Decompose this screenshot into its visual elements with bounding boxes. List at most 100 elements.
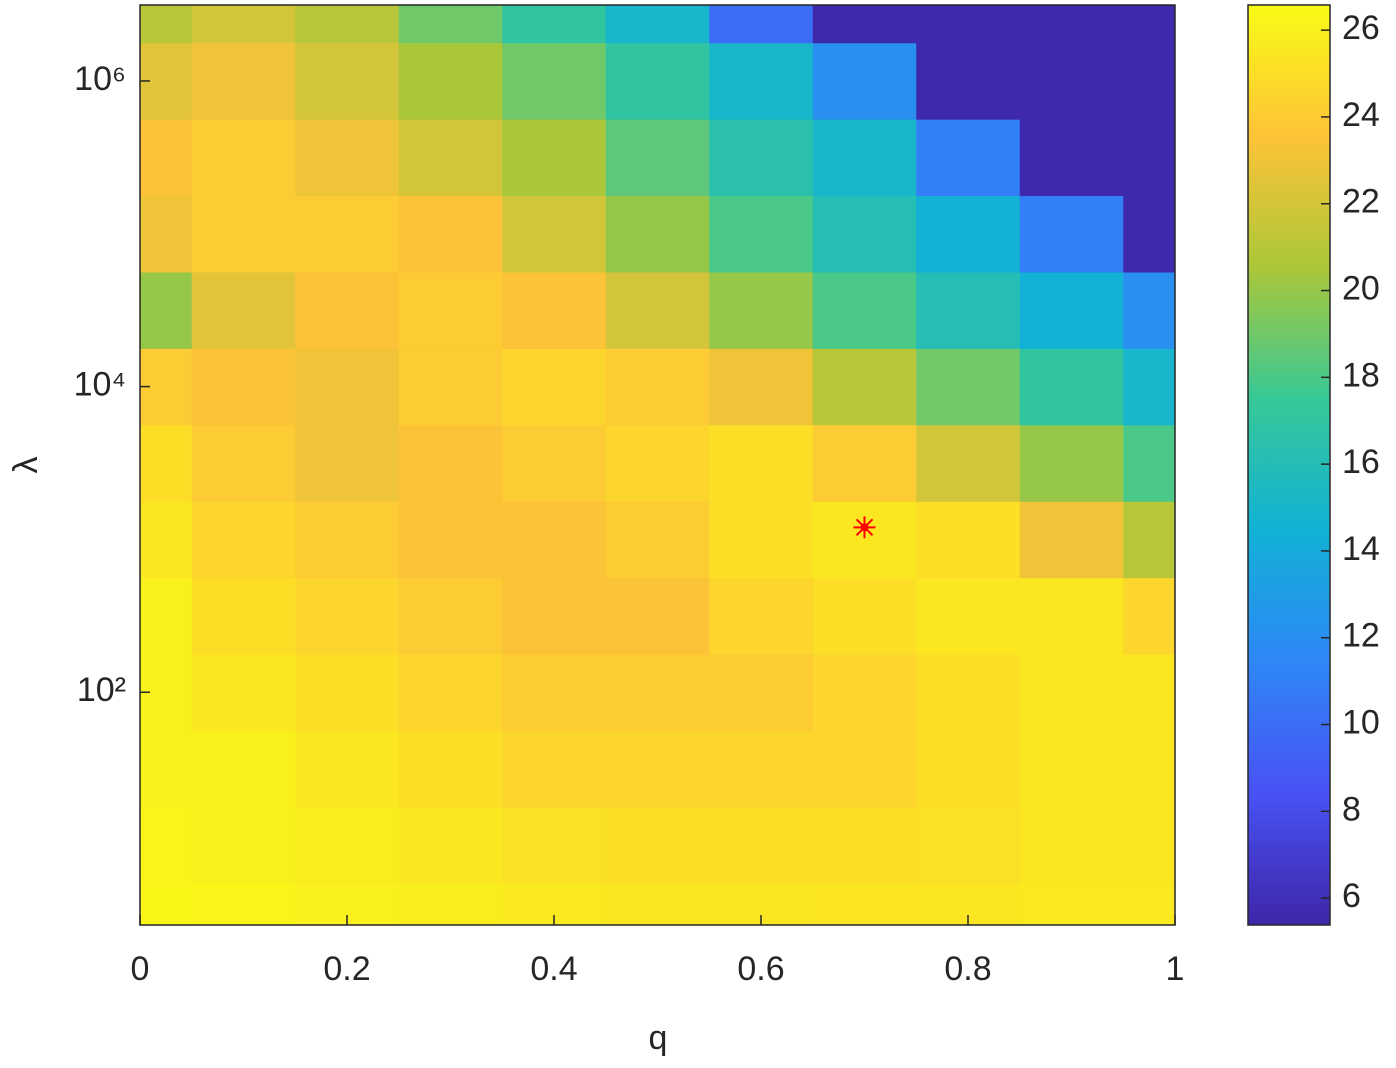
contour-cell [916, 424, 1021, 502]
colorbar-tick-label: 8 [1342, 790, 1361, 828]
contour-cell [605, 424, 710, 502]
contour-cell [140, 501, 193, 579]
contour-cell [605, 271, 710, 349]
contour-cell [812, 119, 917, 197]
contour-cell [916, 577, 1021, 655]
contour-cell [812, 883, 917, 926]
y-tick-label: 10² [77, 671, 126, 709]
contour-cell [191, 577, 296, 655]
contour-cell [1123, 424, 1176, 502]
marker-dot [860, 523, 869, 532]
contour-cell [398, 806, 503, 884]
contour-cell [605, 5, 710, 44]
contour-cell [191, 271, 296, 349]
contour-cell [295, 271, 400, 349]
contour-cell [1019, 501, 1124, 579]
contour-cell [916, 348, 1021, 426]
contour-cell [140, 5, 193, 44]
contour-cell [398, 883, 503, 926]
contour-cell [1123, 577, 1176, 655]
contour-cell [812, 195, 917, 273]
x-tick-label: 0 [131, 950, 150, 988]
contour-cell [140, 195, 193, 273]
x-tick-label: 1 [1166, 950, 1185, 988]
contour-cell [502, 424, 607, 502]
contour-cell [191, 195, 296, 273]
plot-frame [139, 4, 1176, 926]
contour-cell [1019, 195, 1124, 273]
contour-cell [140, 119, 193, 197]
contour-cell [191, 424, 296, 502]
colorbar-tick-label: 22 [1342, 183, 1380, 221]
contour-cell [398, 348, 503, 426]
x-tick-label: 0.2 [323, 950, 370, 988]
x-tick-label: 0.8 [944, 950, 991, 988]
contour-cell [398, 577, 503, 655]
contour-cell [502, 654, 607, 731]
contour-cell [398, 42, 503, 120]
contour-cell [295, 424, 400, 502]
contour-cell [191, 501, 296, 579]
colorbar-tick-label: 10 [1342, 703, 1380, 741]
contour-cell [709, 195, 814, 273]
contour-cell [1123, 42, 1176, 120]
best-point-marker [853, 516, 876, 539]
contour-cell [295, 5, 400, 44]
contour-cell [1019, 119, 1124, 197]
colorbar-tick-label: 14 [1342, 530, 1380, 568]
colorbar-tick-label: 20 [1342, 270, 1380, 308]
contour-cell [502, 730, 607, 808]
contour-cell [295, 42, 400, 120]
contour-cell [916, 501, 1021, 579]
contour-cell [1019, 883, 1124, 926]
contour-cell [812, 577, 917, 655]
contour-cell [1123, 730, 1176, 808]
x-axis-label: q [649, 1019, 668, 1057]
contour-cell [191, 348, 296, 426]
contour-cell [398, 195, 503, 273]
contour-cell [502, 348, 607, 426]
contour-cell [709, 348, 814, 426]
contour-cell [812, 806, 917, 884]
contour-cell [502, 271, 607, 349]
contour-cell [812, 730, 917, 808]
contour-cell [140, 577, 193, 655]
contour-cell [140, 271, 193, 349]
contour-cell [1123, 348, 1176, 426]
contour-cell [916, 119, 1021, 197]
contour-cell [709, 42, 814, 120]
contour-cell [295, 119, 400, 197]
contour-cell [502, 806, 607, 884]
contour-cell [191, 883, 296, 926]
contour-cell [1123, 501, 1176, 579]
contour-cell [191, 119, 296, 197]
contour-cell [398, 424, 503, 502]
contour-cell [398, 5, 503, 44]
contour-cell [1019, 577, 1124, 655]
contour-cell [1019, 348, 1124, 426]
contour-cell [605, 654, 710, 731]
colorbar-tick-label: 12 [1342, 617, 1380, 655]
contour-cell [916, 806, 1021, 884]
contour-cell [1019, 654, 1124, 731]
contour-cell [1123, 271, 1176, 349]
contour-cell [502, 119, 607, 197]
contour-cell [140, 806, 193, 884]
contour-cell [709, 424, 814, 502]
colorbar-tick-label: 18 [1342, 356, 1380, 394]
contour-cell [191, 654, 296, 731]
contour-cell [709, 5, 814, 44]
x-tick-label: 0.6 [737, 950, 784, 988]
contour-cell [502, 577, 607, 655]
contour-cell [1019, 271, 1124, 349]
colorbar-tick-label: 26 [1342, 9, 1380, 47]
contour-cell [605, 501, 710, 579]
contour-cell [916, 654, 1021, 731]
contour-cell [295, 806, 400, 884]
contour-cell [605, 577, 710, 655]
contour-cell [502, 42, 607, 120]
contour-cell [295, 348, 400, 426]
y-tick-label: 10⁶ [74, 60, 126, 98]
contour-cell [605, 883, 710, 926]
